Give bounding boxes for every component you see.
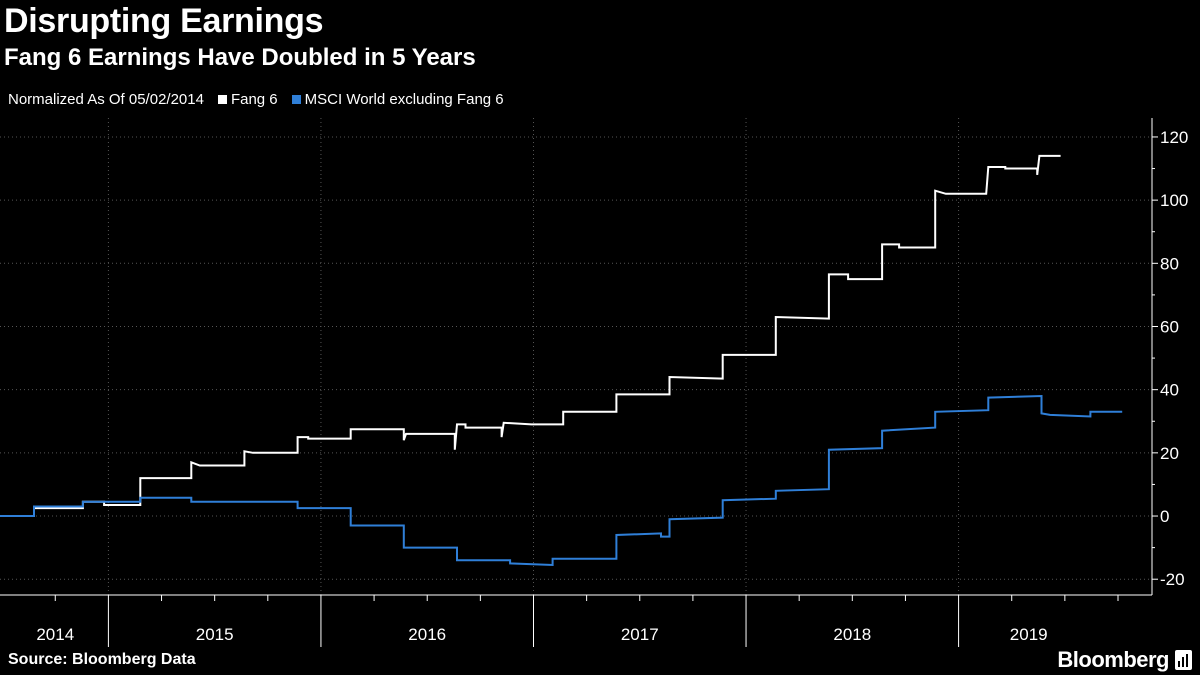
y-tick-label-7: 120 xyxy=(1160,128,1188,147)
series-line-fang6 xyxy=(0,154,1061,517)
x-tick-label-4: 2018 xyxy=(833,625,871,644)
legend: Normalized As Of 05/02/2014 Fang 6 MSCI … xyxy=(8,91,504,108)
y-tick-label-5: 80 xyxy=(1160,254,1179,273)
legend-label-msci: MSCI World excluding Fang 6 xyxy=(304,91,504,108)
x-tick-label-1: 2015 xyxy=(196,625,234,644)
legend-label-fang6: Fang 6 xyxy=(230,91,278,108)
x-tick-label-5: 2019 xyxy=(1010,625,1048,644)
bloomberg-terminal-icon xyxy=(1175,650,1192,670)
y-tick-label-6: 100 xyxy=(1160,191,1188,210)
y-tick-label-1: 0 xyxy=(1160,507,1169,526)
legend-item-msci: MSCI World excluding Fang 6 xyxy=(291,91,504,108)
chart-subtitle: Fang 6 Earnings Have Doubled in 5 Years xyxy=(4,44,476,71)
y-tick-label-3: 40 xyxy=(1160,381,1179,400)
y-tick-label-2: 20 xyxy=(1160,444,1179,463)
x-tick-label-0: 2014 xyxy=(36,625,74,644)
legend-swatch-fang6 xyxy=(217,95,227,104)
x-tick-label-3: 2017 xyxy=(621,625,659,644)
legend-swatch-msci xyxy=(291,95,301,104)
bloomberg-logo: Bloomberg xyxy=(1057,647,1169,672)
legend-normalized-note: Normalized As Of 05/02/2014 xyxy=(8,91,204,108)
y-tick-label-4: 60 xyxy=(1160,317,1179,336)
series-line-msci-world-ex-fang6 xyxy=(0,394,1123,567)
source-note: Source: Bloomberg Data xyxy=(8,651,196,668)
legend-item-fang6: Fang 6 xyxy=(217,91,278,108)
brand: Bloomberg xyxy=(1057,647,1192,673)
chart-title: Disrupting Earnings xyxy=(4,2,324,40)
y-tick-label-0: -20 xyxy=(1160,570,1185,589)
x-tick-label-2: 2016 xyxy=(408,625,446,644)
